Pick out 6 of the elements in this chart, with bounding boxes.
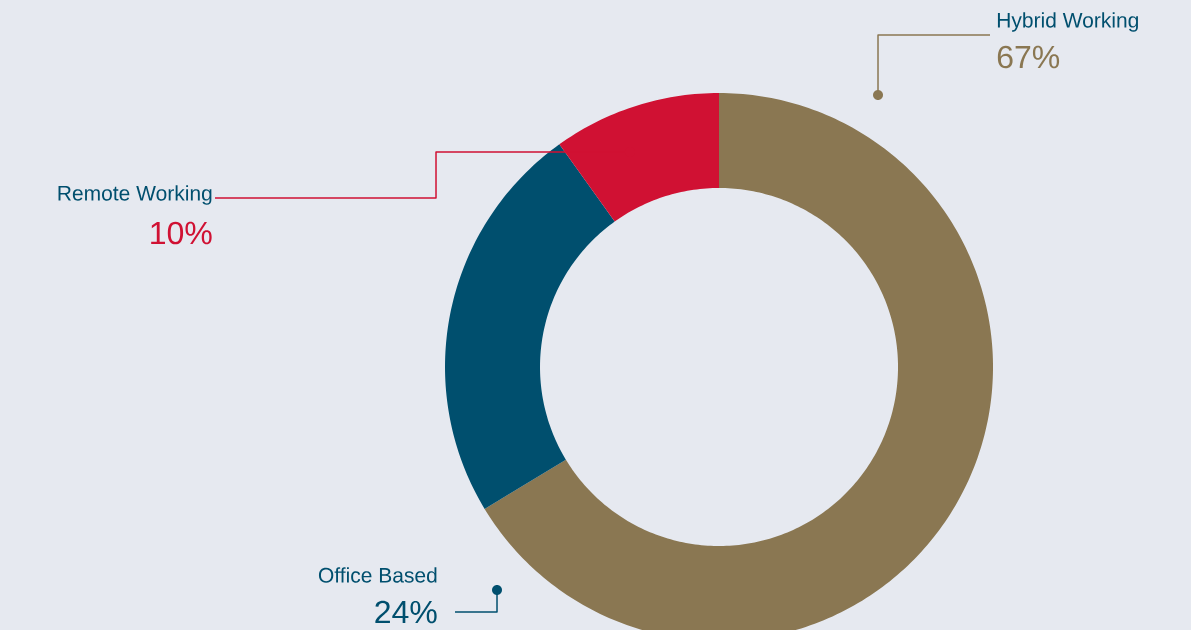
data-label: 24% bbox=[375, 600, 437, 624]
data-label: 67% bbox=[997, 45, 1060, 69]
data-label: 10% bbox=[151, 221, 212, 245]
slice-label: Office Based bbox=[318, 567, 437, 583]
slice-label: Hybrid Working bbox=[997, 12, 1138, 32]
slice-label: Remote Working bbox=[58, 185, 212, 205]
